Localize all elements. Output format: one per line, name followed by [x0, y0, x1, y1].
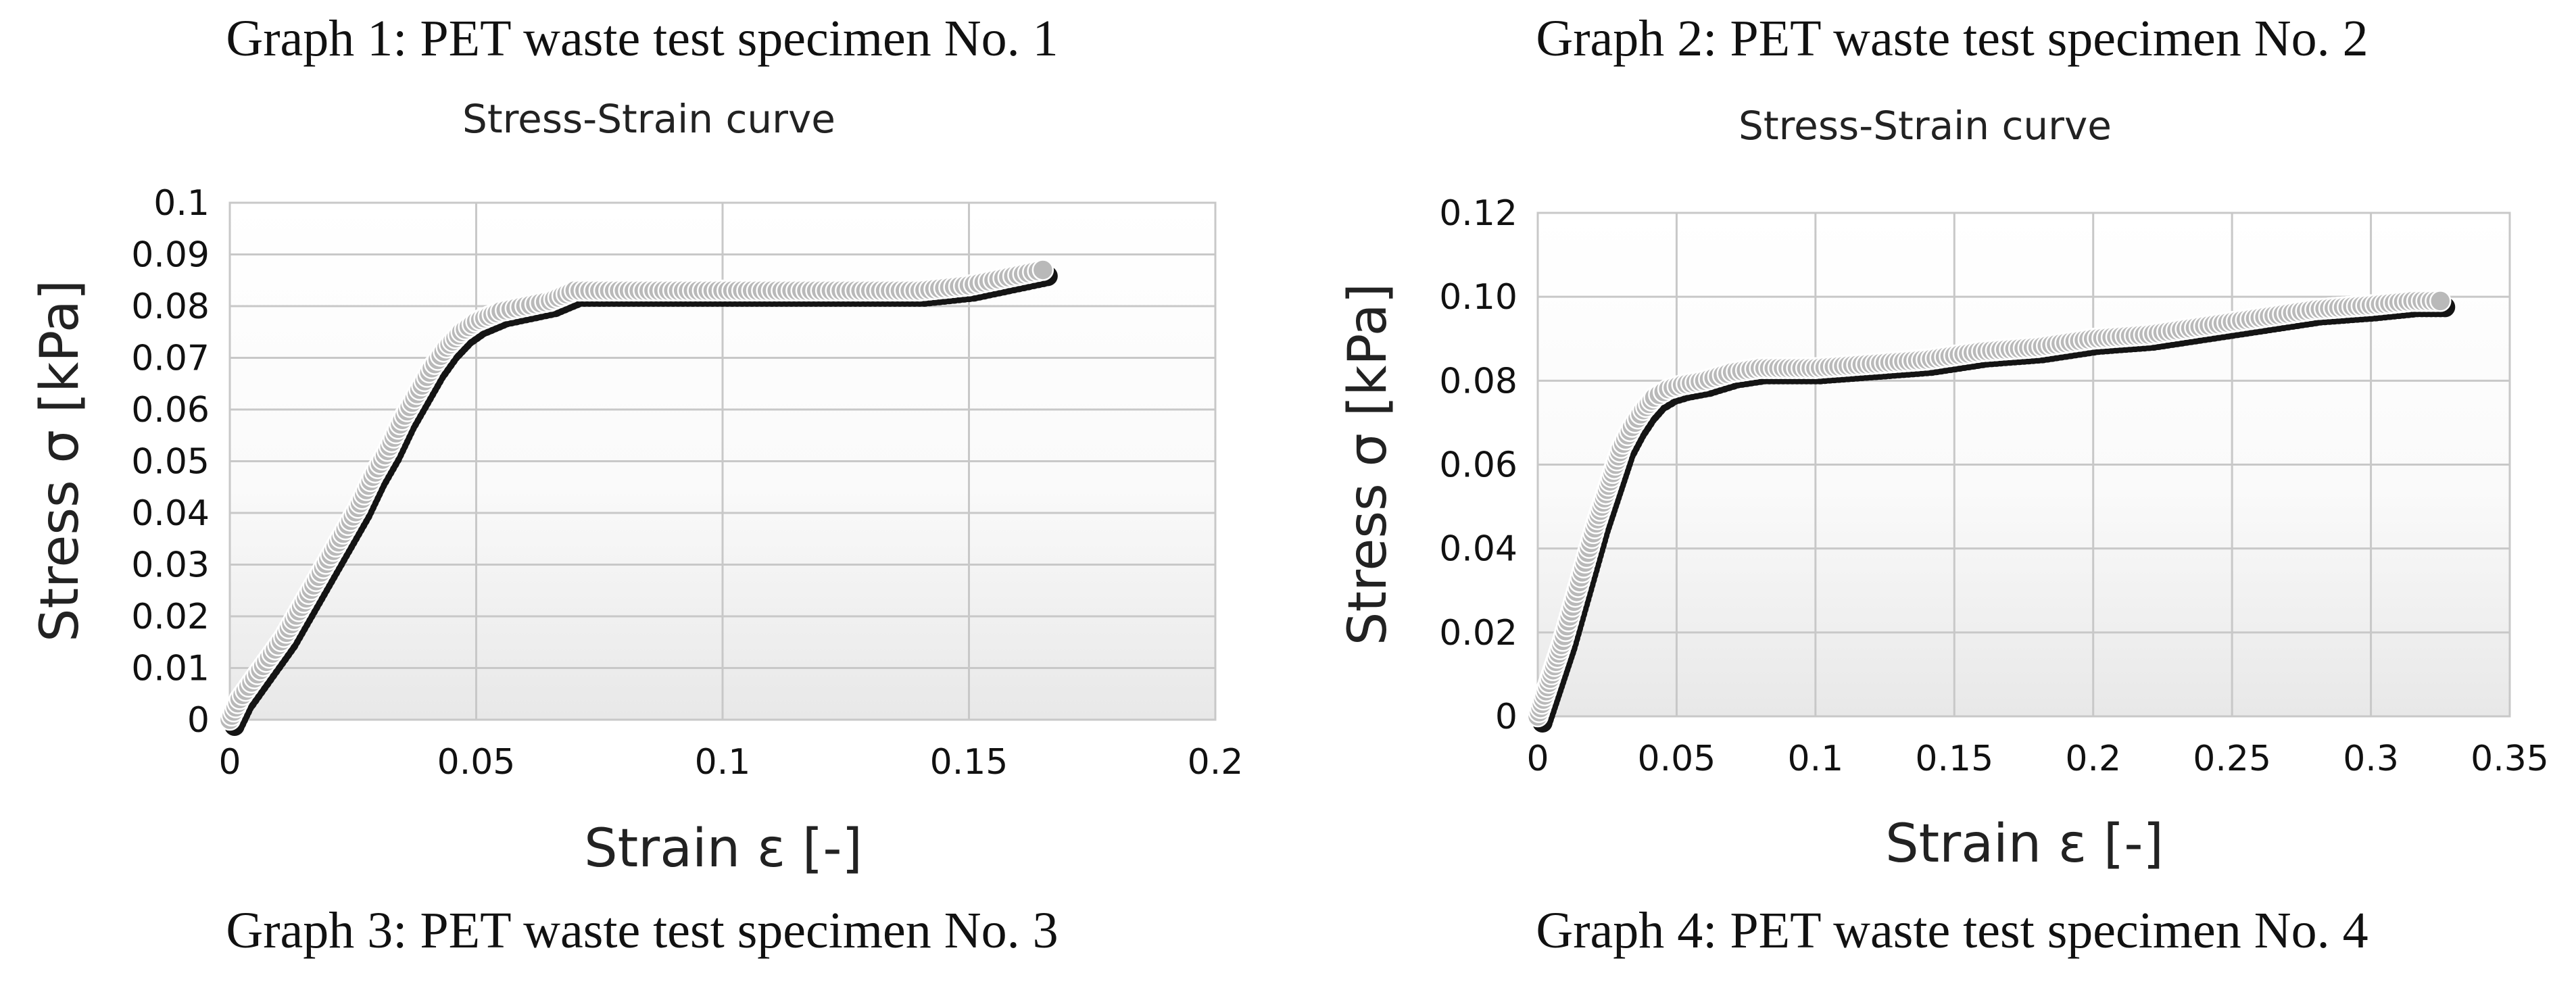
chart-1-y-tick-label: 0.01 — [131, 649, 210, 689]
chart-1-y-tick-label: 0.09 — [131, 235, 210, 276]
chart-1-y-tick-label: 0.03 — [131, 545, 210, 586]
chart-1-x-axis-label: Strain ε [-] — [584, 818, 862, 879]
chart-2-y-ticks: 0 0.02 0.04 0.06 0.08 0.10 0.12 — [1439, 193, 1517, 737]
chart-2-x-tick-label: 0.35 — [2471, 739, 2549, 779]
chart-1-y-tick-label: 0.1 — [153, 183, 210, 224]
chart-2-y-tick-label: 0.10 — [1439, 277, 1517, 318]
chart-1-x-tick-label: 0.2 — [1188, 742, 1244, 783]
chart-1-y-axis-label: Stress σ [kPa] — [30, 280, 91, 642]
chart-1-data-point — [1031, 259, 1054, 281]
chart-1-x-ticks: 0 0.05 0.1 0.15 0.2 — [218, 742, 1243, 783]
chart-1-y-ticks: 0 0.01 0.02 0.03 0.04 0.05 0.06 0.07 0.08 0.09 0.1 — [131, 183, 210, 741]
chart-2-y-tick-label: 0 — [1495, 697, 1517, 737]
chart-1-y-tick-label: 0.07 — [131, 339, 210, 379]
caption-graph-3: Graph 3: PET waste test specimen No. 3 — [226, 902, 1058, 959]
chart-2-x-tick-label: 0.2 — [2065, 739, 2121, 779]
chart-1-y-tick-label: 0 — [187, 700, 210, 741]
caption-graph-2: Graph 2: PET waste test specimen No. 2 — [1536, 10, 2368, 67]
chart-1-title: Stress-Strain curve — [462, 96, 835, 142]
chart-2-y-tick-label: 0.06 — [1439, 445, 1517, 486]
chart-2-title: Stress-Strain curve — [1739, 103, 2112, 149]
chart-1-y-tick-label: 0.02 — [131, 597, 210, 637]
chart-2-y-tick-label: 0.12 — [1439, 193, 1517, 234]
chart-2-x-tick-label: 0.05 — [1638, 739, 1716, 779]
chart-2-x-tick-label: 0.1 — [1788, 739, 1844, 779]
chart-2-y-tick-label: 0.08 — [1439, 361, 1517, 401]
chart-1-x-tick-label: 0.1 — [695, 742, 751, 783]
chart-2-x-tick-label: 0.15 — [1915, 739, 1993, 779]
chart-1-x-tick-label: 0.15 — [930, 742, 1008, 783]
chart-1-y-tick-label: 0.05 — [131, 442, 210, 483]
chart-2-x-ticks: 0 0.05 0.1 0.15 0.2 0.25 0.3 0.35 — [1526, 739, 2548, 779]
chart-2-x-tick-label: 0.25 — [2193, 739, 2271, 779]
chart-1: 0 0.01 0.02 0.03 0.04 0.05 0.06 0.07 0.08 0.09 0.1… — [30, 96, 1243, 879]
chart-2-y-tick-label: 0.04 — [1439, 529, 1517, 570]
chart-2-y-tick-label: 0.02 — [1439, 613, 1517, 653]
chart-1-points — [218, 259, 1058, 736]
chart-1-x-tick-label: 0 — [218, 742, 241, 783]
chart-1-y-tick-label: 0.06 — [131, 390, 210, 430]
caption-graph-1: Graph 1: PET waste test specimen No. 1 — [226, 10, 1058, 67]
chart-2: 0 0.02 0.04 0.06 0.08 0.10 0.12 0 0.05 0.1 0.15 0.… — [1338, 103, 2549, 874]
chart-1-y-tick-label: 0.08 — [131, 287, 210, 327]
caption-graph-4: Graph 4: PET waste test specimen No. 4 — [1536, 902, 2368, 959]
chart-2-gridlines — [1536, 212, 2511, 718]
chart-2-points — [1526, 290, 2456, 733]
chart-2-x-axis-label: Strain ε [-] — [1885, 814, 2164, 874]
chart-2-x-tick-label: 0 — [1526, 739, 1549, 779]
chart-2-data-point — [2429, 290, 2452, 312]
chart-2-y-axis-label: Stress σ [kPa] — [1338, 283, 1399, 645]
chart-2-x-tick-label: 0.3 — [2343, 739, 2399, 779]
chart-1-x-tick-label: 0.05 — [437, 742, 516, 783]
chart-1-y-tick-label: 0.04 — [131, 493, 210, 534]
